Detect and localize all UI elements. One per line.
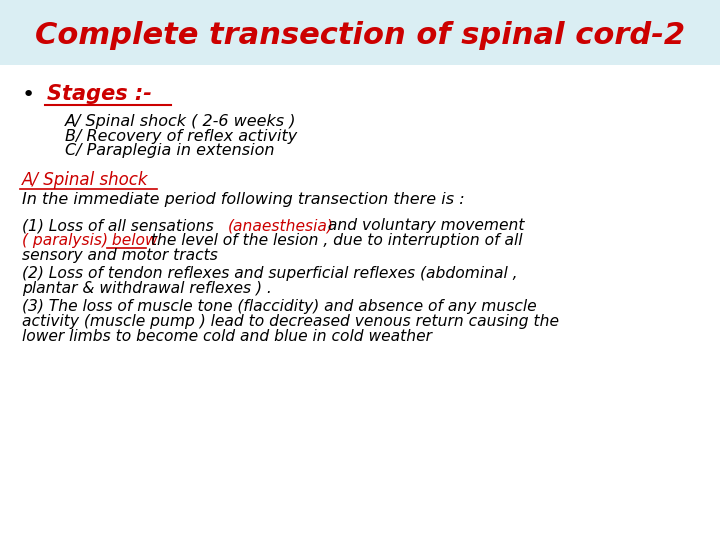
FancyBboxPatch shape bbox=[0, 0, 720, 65]
Text: A/ Spinal shock ( 2-6 weeks ): A/ Spinal shock ( 2-6 weeks ) bbox=[65, 114, 297, 129]
Text: •: • bbox=[22, 84, 35, 105]
Text: and voluntary movement: and voluntary movement bbox=[323, 218, 524, 233]
Text: (anaesthesia): (anaesthesia) bbox=[228, 218, 333, 233]
Text: lower limbs to become cold and blue in cold weather: lower limbs to become cold and blue in c… bbox=[22, 329, 431, 345]
Text: (3) The loss of muscle tone (flaccidity) and absence of any muscle: (3) The loss of muscle tone (flaccidity)… bbox=[22, 299, 536, 314]
Text: A/ Spinal shock: A/ Spinal shock bbox=[22, 171, 148, 189]
Text: activity (muscle pump ) lead to decreased venous return causing the: activity (muscle pump ) lead to decrease… bbox=[22, 314, 559, 329]
Text: B/ Recovery of reflex activity: B/ Recovery of reflex activity bbox=[65, 129, 297, 144]
Text: Complete transection of spinal cord-2: Complete transection of spinal cord-2 bbox=[35, 21, 685, 50]
Text: the level of the lesion , due to interruption of all: the level of the lesion , due to interru… bbox=[146, 233, 523, 248]
Text: In the immediate period following transection there is :: In the immediate period following transe… bbox=[22, 192, 464, 207]
Text: ( paralysis): ( paralysis) bbox=[22, 233, 107, 248]
Text: sensory and motor tracts: sensory and motor tracts bbox=[22, 248, 217, 264]
Text: below: below bbox=[107, 233, 157, 248]
Text: plantar & withdrawal reflexes ) .: plantar & withdrawal reflexes ) . bbox=[22, 281, 271, 296]
Text: (2) Loss of tendon reflexes and superficial reflexes (abdominal ,: (2) Loss of tendon reflexes and superfic… bbox=[22, 266, 517, 281]
Text: (1) Loss of all sensations: (1) Loss of all sensations bbox=[22, 218, 218, 233]
Text: Stages :-: Stages :- bbox=[47, 84, 152, 105]
Text: C/ Paraplegia in extension: C/ Paraplegia in extension bbox=[65, 143, 274, 158]
